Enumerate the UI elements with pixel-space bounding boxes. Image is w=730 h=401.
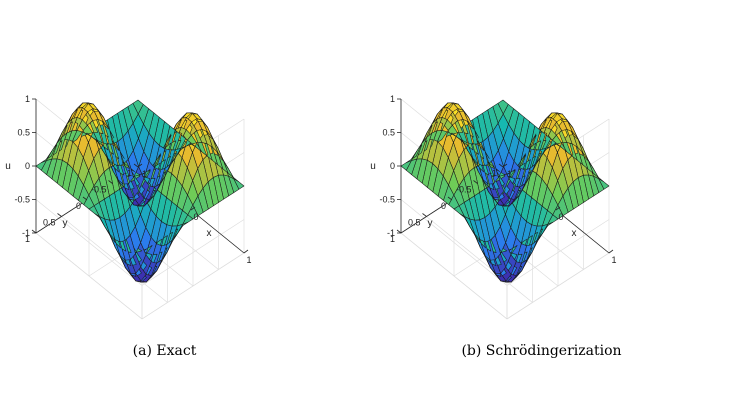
caption-schrodingerization: (b) Schrödingerization bbox=[461, 343, 622, 359]
schrodingerization-x-axis-label: x bbox=[572, 228, 577, 239]
exact-x-tick bbox=[190, 206, 196, 211]
exact-x-tick-label: 0 bbox=[193, 212, 198, 222]
schrodingerization-y-tick-label: -1 bbox=[489, 168, 497, 178]
schrodingerization-x-tick-label: 1 bbox=[611, 255, 616, 265]
subplot-schrodingerization: -1 -0.5 0 0.5 1 -1 -0.5 0 0.5 1 -1 0 1 u y x (b) Schröd… bbox=[365, 0, 730, 401]
exact-z-tick-label: -1 bbox=[22, 228, 30, 238]
schrodingerization-y-tick-label: 0 bbox=[441, 201, 446, 211]
schrodingerization-z-tick-label: 1 bbox=[390, 94, 395, 104]
exact-y-tick-label: 0.5 bbox=[43, 218, 56, 228]
schrodingerization-y-tick-label: 0.5 bbox=[408, 218, 421, 228]
exact-z-tick-label: 1 bbox=[25, 94, 30, 104]
exact-y-axis-label: y bbox=[63, 218, 68, 229]
exact-x-tick bbox=[243, 249, 249, 254]
schrodingerization-grid-line bbox=[400, 232, 508, 320]
exact-x-axis-label: x bbox=[207, 228, 212, 239]
exact-y-tick bbox=[133, 163, 139, 168]
exact-z-axis-label: u bbox=[5, 161, 11, 172]
exact-grid-line bbox=[61, 216, 168, 303]
exact-z-tick-label: -0.5 bbox=[14, 195, 30, 205]
schrodingerization-grid-line bbox=[400, 199, 508, 286]
schrodingerization-x-tick bbox=[608, 249, 614, 254]
schrodingerization-z-tick-label: 0 bbox=[390, 161, 395, 171]
schrodingerization-z-tick-label: -0.5 bbox=[379, 195, 395, 205]
subplot-exact: -1 -0.5 0 0.5 1 -1 -0.5 0 0.5 1 -1 0 1 u y x (a) Exact bbox=[5, 94, 252, 359]
schrodingerization-y-tick bbox=[396, 229, 402, 234]
schrodingerization-y-tick bbox=[498, 163, 504, 168]
schrodingerization-y-tick bbox=[422, 213, 427, 217]
exact-y-tick bbox=[57, 213, 62, 217]
schrodingerization-x-tick bbox=[555, 206, 561, 211]
exact-grid-line bbox=[141, 219, 245, 286]
schrodingerization-ticks: -1-0.500.51-1-0.500.51-101 bbox=[379, 94, 616, 265]
schrodingerization-y-tick bbox=[473, 180, 478, 184]
exact-ticks: -1-0.500.51-1-0.500.51-101 bbox=[14, 94, 251, 265]
exact-surface-patch bbox=[35, 160, 47, 171]
schrodingerization-grid-line bbox=[506, 219, 610, 286]
caption-exact: (a) Exact bbox=[132, 343, 197, 359]
exact-y-tick-label: -0.5 bbox=[91, 185, 107, 195]
schrodingerization-x-tick bbox=[502, 163, 508, 168]
exact-grid-line bbox=[35, 199, 143, 286]
schrodingerization-y-axis-label: y bbox=[428, 218, 433, 229]
exact-y-tick-label: 1 bbox=[25, 234, 30, 244]
schrodingerization-surface bbox=[400, 99, 610, 283]
exact-z-tick-label: 0.5 bbox=[17, 128, 30, 138]
schrodingerization-y-tick bbox=[447, 196, 453, 201]
schrodingerization-z-tick-label: 0.5 bbox=[382, 128, 395, 138]
exact-y-tick-label: -1 bbox=[124, 168, 132, 178]
exact-x-tick-label: 1 bbox=[246, 255, 251, 265]
exact-y-tick bbox=[82, 196, 88, 201]
schrodingerization-grid-line bbox=[426, 216, 533, 303]
schrodingerization-x-tick-label: -1 bbox=[504, 169, 512, 179]
exact-z-tick-label: 0 bbox=[25, 161, 30, 171]
schrodingerization-z-axis-label: u bbox=[370, 161, 376, 172]
exact-y-tick bbox=[31, 229, 37, 234]
exact-y-tick bbox=[108, 180, 113, 184]
schrodingerization-z-tick-label: -1 bbox=[387, 228, 395, 238]
schrodingerization-y-tick-label: -0.5 bbox=[456, 185, 472, 195]
schrodingerization-surface-patch bbox=[400, 160, 412, 171]
schrodingerization-y-tick-label: 1 bbox=[390, 234, 395, 244]
exact-x-tick bbox=[137, 163, 143, 168]
exact-surface bbox=[35, 99, 245, 283]
exact-x-tick-label: -1 bbox=[139, 169, 147, 179]
schrodingerization-x-tick-label: 0 bbox=[558, 212, 563, 222]
exact-grid-line bbox=[35, 232, 143, 320]
exact-y-tick-label: 0 bbox=[76, 201, 81, 211]
